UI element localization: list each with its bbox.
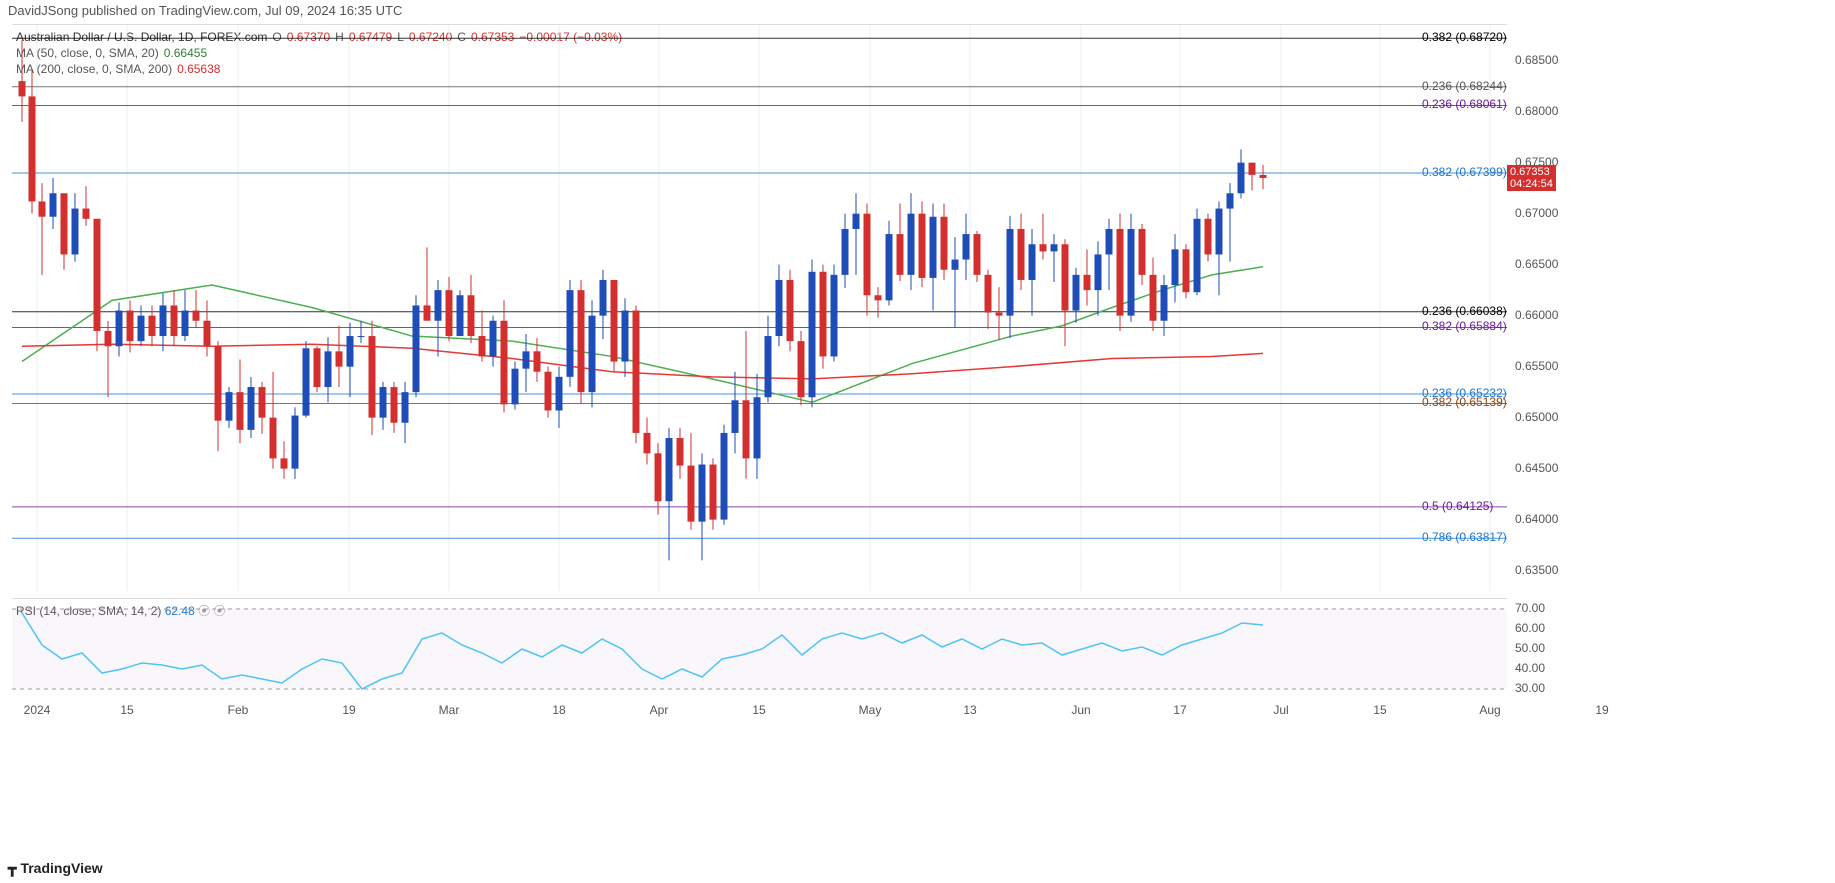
- xtick: 15: [1373, 703, 1386, 717]
- xtick: 19: [1595, 703, 1608, 717]
- fib-label: 0.5 (0.64125): [1422, 499, 1493, 513]
- price-axis: 0.685000.680000.675000.670000.665000.660…: [1507, 24, 1567, 590]
- xtick: 13: [963, 703, 976, 717]
- xtick: 15: [752, 703, 765, 717]
- fib-label: 0.236 (0.66038): [1422, 304, 1507, 318]
- xtick: Feb: [228, 703, 249, 717]
- ytick: 0.68500: [1515, 53, 1558, 67]
- xtick: Apr: [650, 703, 669, 717]
- ytick: 0.65500: [1515, 359, 1558, 373]
- xtick: Mar: [439, 703, 460, 717]
- last-price-badge: 0.6735304:24:54: [1507, 165, 1556, 191]
- xtick: Jun: [1071, 703, 1090, 717]
- xtick: 15: [120, 703, 133, 717]
- fib-label: 0.382 (0.68720): [1422, 30, 1507, 44]
- fib-label: 0.382 (0.65139): [1422, 395, 1507, 409]
- rsi-tick: 40.00: [1515, 661, 1545, 675]
- rsi-tick: 30.00: [1515, 681, 1545, 695]
- rsi-canvas: [12, 599, 1507, 699]
- publish-header: DavidJSong published on TradingView.com,…: [8, 3, 402, 18]
- ytick: 0.64000: [1515, 512, 1558, 526]
- fib-label: 0.236 (0.68244): [1422, 79, 1507, 93]
- ytick: 0.64500: [1515, 461, 1558, 475]
- xtick: Aug: [1479, 703, 1500, 717]
- rsi-tick: 60.00: [1515, 621, 1545, 635]
- main-chart[interactable]: Australian Dollar / U.S. Dollar, 1D, FOR…: [12, 24, 1507, 590]
- footer: ┳TradingView: [8, 860, 103, 877]
- xtick: Jul: [1273, 703, 1288, 717]
- fib-label: 0.236 (0.68061): [1422, 97, 1507, 111]
- rsi-tick: 70.00: [1515, 601, 1545, 615]
- fib-label: 0.382 (0.67399): [1422, 165, 1507, 179]
- ytick: 0.66500: [1515, 257, 1558, 271]
- ytick: 0.68000: [1515, 104, 1558, 118]
- time-axis: 202415Feb19Mar18Apr15May13Jun17Jul15Aug1…: [12, 700, 1507, 720]
- xtick: 18: [552, 703, 565, 717]
- xtick: 2024: [24, 703, 51, 717]
- xtick: 17: [1173, 703, 1186, 717]
- rsi-chart[interactable]: RSI (14, close, SMA, 14, 2) 62.48 ⦿ ⦿: [12, 598, 1507, 698]
- fib-label: 0.382 (0.65884): [1422, 319, 1507, 333]
- ytick: 0.63500: [1515, 563, 1558, 577]
- rsi-tick: 50.00: [1515, 641, 1545, 655]
- rsi-axis: 70.00 60.00 50.00 40.00 30.00: [1507, 598, 1567, 698]
- tradingview-logo-icon: ┳: [8, 860, 16, 877]
- ytick: 0.67000: [1515, 206, 1558, 220]
- fib-label: 0.786 (0.63817): [1422, 530, 1507, 544]
- xtick: 19: [342, 703, 355, 717]
- ytick: 0.65000: [1515, 410, 1558, 424]
- ytick: 0.66000: [1515, 308, 1558, 322]
- chart-canvas: [12, 25, 1507, 591]
- xtick: May: [859, 703, 882, 717]
